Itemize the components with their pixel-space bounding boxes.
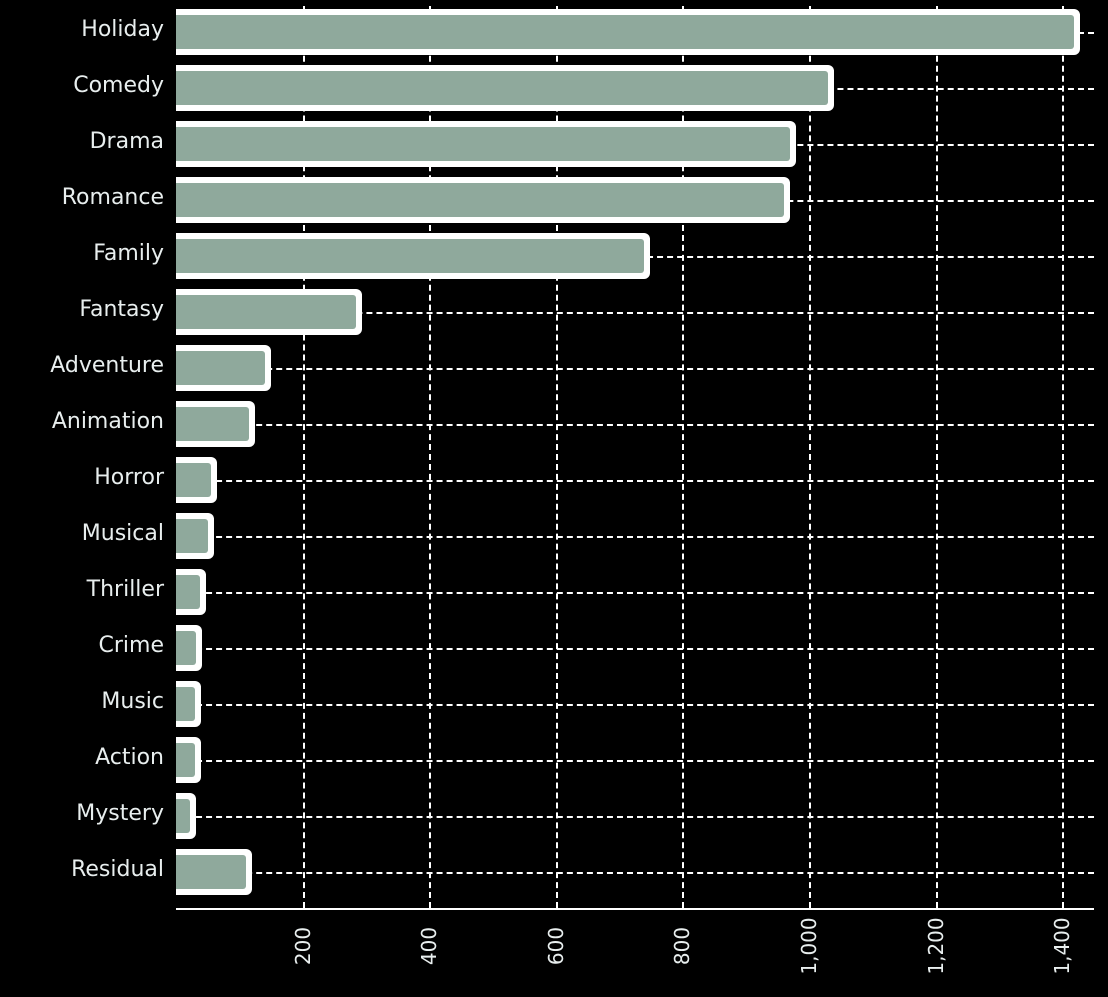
- gridline-horizontal: [176, 816, 1094, 818]
- bar: [176, 743, 195, 777]
- bar: [176, 575, 200, 609]
- plot-area: [176, 6, 1094, 910]
- y-axis-label: Comedy: [0, 73, 164, 98]
- bar: [176, 295, 356, 329]
- bar: [176, 519, 208, 553]
- bar: [176, 239, 644, 273]
- gridline-horizontal: [176, 648, 1094, 650]
- bar: [176, 183, 784, 217]
- y-axis-label: Drama: [0, 129, 164, 154]
- y-axis-label: Holiday: [0, 17, 164, 42]
- y-axis-label: Fantasy: [0, 297, 164, 322]
- y-axis-label: Musical: [0, 521, 164, 546]
- gridline-horizontal: [176, 480, 1094, 482]
- bar: [176, 631, 196, 665]
- bar: [176, 687, 195, 721]
- x-axis-label: 200: [292, 916, 314, 976]
- y-axis-label: Crime: [0, 633, 164, 658]
- y-axis-label: Action: [0, 745, 164, 770]
- bar: [176, 127, 790, 161]
- gridline-vertical: [809, 6, 811, 908]
- gridline-horizontal: [176, 536, 1094, 538]
- gridline-horizontal: [176, 872, 1094, 874]
- gridline-vertical: [1062, 6, 1064, 908]
- gridline-horizontal: [176, 592, 1094, 594]
- x-axis-label: 1,400: [1051, 916, 1073, 976]
- genre-bar-chart: Holiday Comedy Drama Romance Family Fantasy Ad…: [0, 0, 1108, 997]
- bar: [176, 799, 190, 833]
- bar: [176, 407, 249, 441]
- bar: [176, 15, 1074, 49]
- y-axis-label: Family: [0, 241, 164, 266]
- bar: [176, 855, 246, 889]
- x-axis-label: 400: [418, 916, 440, 976]
- gridline-horizontal: [176, 704, 1094, 706]
- x-axis-label: 600: [545, 916, 567, 976]
- y-axis-label: Thriller: [0, 577, 164, 602]
- gridline-horizontal: [176, 760, 1094, 762]
- y-axis-label: Residual: [0, 857, 164, 882]
- bar: [176, 351, 265, 385]
- gridline-vertical: [936, 6, 938, 908]
- x-axis-label: 1,200: [925, 916, 947, 976]
- y-axis-label: Music: [0, 689, 164, 714]
- gridline-horizontal: [176, 368, 1094, 370]
- gridline-horizontal: [176, 424, 1094, 426]
- y-axis-label: Horror: [0, 465, 164, 490]
- y-axis-label: Animation: [0, 409, 164, 434]
- bar: [176, 463, 211, 497]
- bar: [176, 71, 828, 105]
- x-axis-label: 1,000: [798, 916, 820, 976]
- y-axis-label: Romance: [0, 185, 164, 210]
- y-axis-label: Adventure: [0, 353, 164, 378]
- x-axis-label: 800: [671, 916, 693, 976]
- y-axis-label: Mystery: [0, 801, 164, 826]
